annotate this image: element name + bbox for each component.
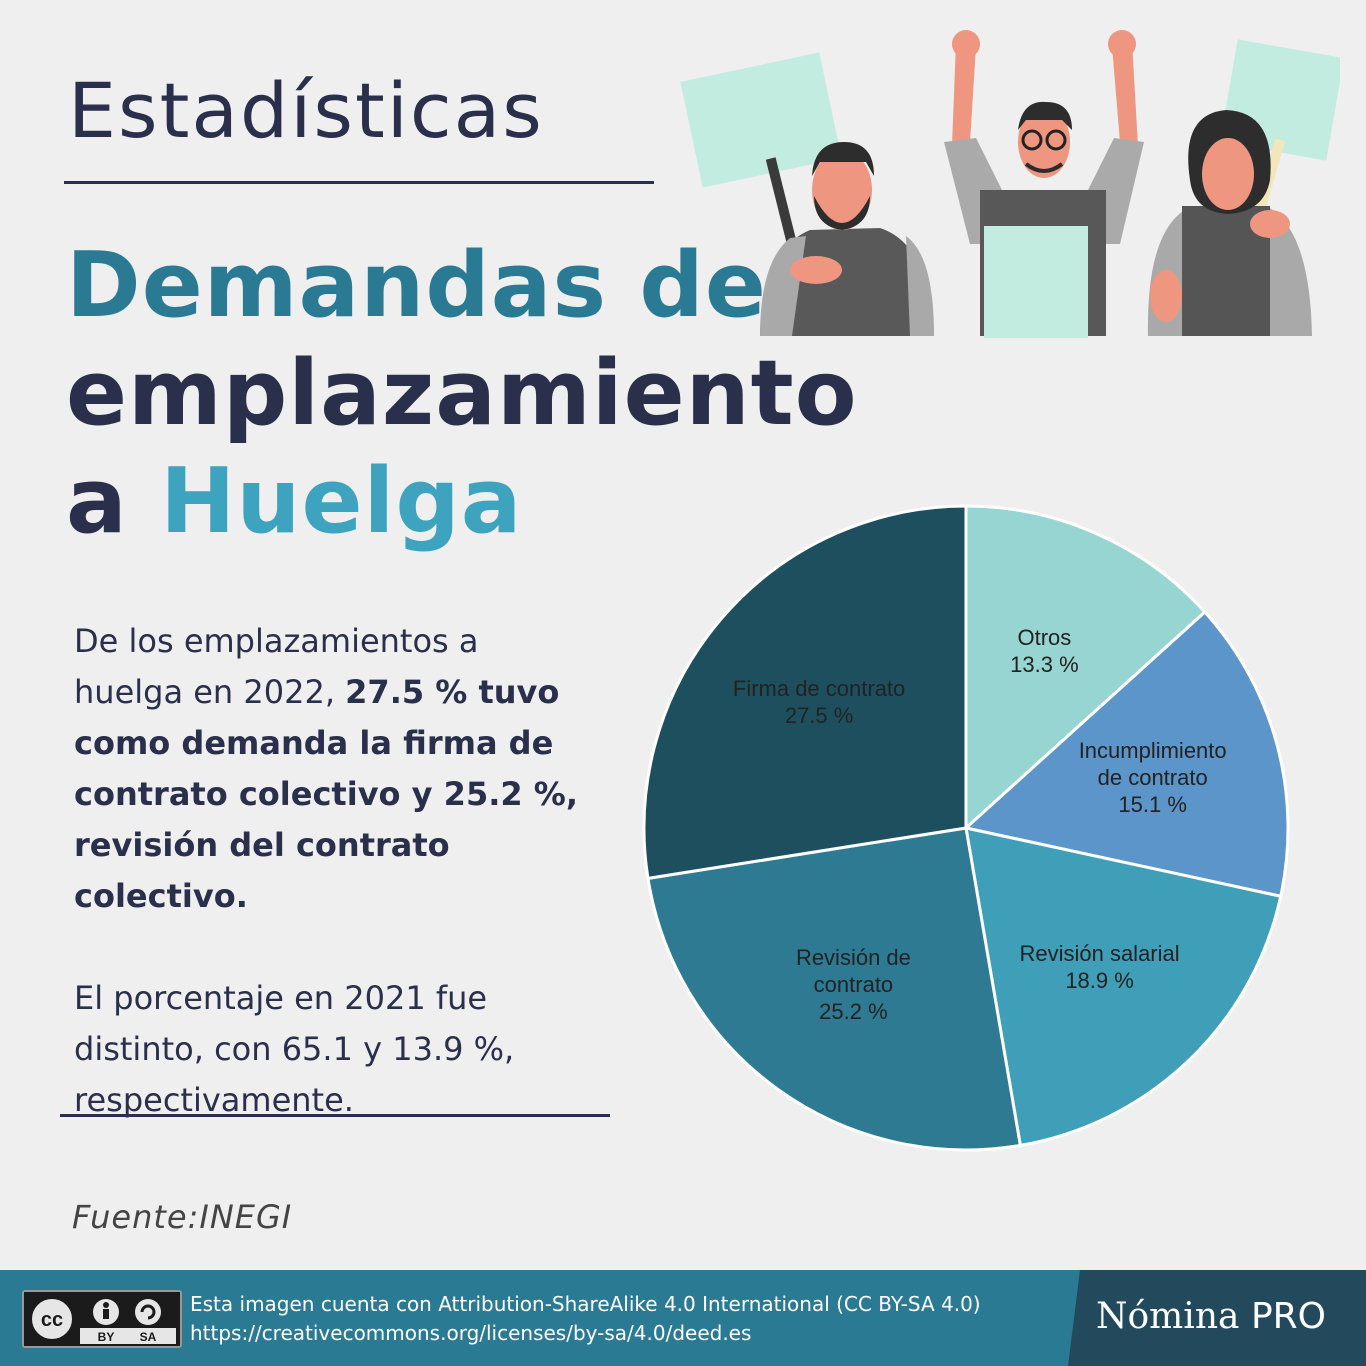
slice-label: Revisión salarial 18.9 %: [1019, 941, 1179, 993]
title-line-3-word: Huelga: [160, 449, 523, 554]
brand-suffix: PRO: [1250, 1296, 1326, 1337]
brand-panel: [1068, 1270, 1366, 1366]
cc-icon: cc: [41, 1309, 63, 1331]
title-line-3: a Huelga: [66, 448, 858, 556]
slice-label: Otros 13.3 %: [1010, 625, 1079, 677]
summary-text: De los emplazamientos a huelga en 2022, …: [74, 616, 594, 1126]
summary-paragraph-2: El porcentaje en 2021 fue distinto, con …: [74, 979, 515, 1119]
license-line-1: Esta imagen cuenta con Attribution-Share…: [190, 1292, 981, 1316]
section-kicker: Estadísticas: [68, 66, 544, 155]
source-note: Fuente:INEGI: [72, 1198, 293, 1236]
cc-sa-label: SA: [140, 1330, 157, 1344]
cc-by-label: BY: [98, 1330, 115, 1344]
title-line-3-prefix: a: [66, 449, 128, 554]
share-alike-icon: [140, 1304, 156, 1320]
divider-top: [64, 181, 654, 184]
pie-slice: [642, 504, 968, 881]
title-line-2: emplazamiento: [66, 341, 858, 446]
slice-label: Incumplimiento de contrato 15.1 %: [1079, 738, 1227, 817]
protester-middle: [944, 30, 1144, 338]
protesters-illustration: [680, 30, 1340, 338]
summary-paragraph-1: De los emplazamientos a huelga en 2022, …: [74, 616, 594, 922]
pie-slice: [964, 826, 1283, 1148]
summary-normal-text: De los emplazamientos a huelga en 2022,: [74, 622, 479, 711]
pie-slice: [962, 609, 1290, 899]
pie-chart: Otros 13.3 % Incumplimiento de contrato 15.1…: [642, 504, 1290, 1152]
cc-license-badge[interactable]: cc BY SA: [22, 1290, 182, 1348]
protester-right: [1147, 110, 1312, 336]
divider-bottom: [60, 1114, 610, 1117]
brand-logo: Nómina PRO: [1096, 1296, 1326, 1337]
summary-bold-text: 27.5 % tuvo como demanda la firma de con…: [74, 673, 578, 915]
brand-name: Nómina: [1096, 1296, 1240, 1337]
slice-label: Firma de contrato 27.5 %: [733, 676, 905, 728]
slice-label: Revisión de contrato 25.2 %: [796, 945, 911, 1024]
title-line-1: Demandas de: [66, 233, 767, 338]
license-text: Esta imagen cuenta con Attribution-Share…: [190, 1290, 981, 1348]
protester-left: [760, 142, 934, 336]
page-title: Demandas de emplazamiento a Huelga: [66, 232, 858, 556]
person-icon: [103, 1302, 109, 1308]
footer-bar: cc BY SA Esta imagen cuenta con Attribut…: [0, 1270, 1366, 1366]
license-link[interactable]: https://creativecommons.org/licenses/by-…: [190, 1321, 752, 1345]
pie-slice: [964, 504, 1207, 832]
pie-slice: [646, 826, 1023, 1152]
